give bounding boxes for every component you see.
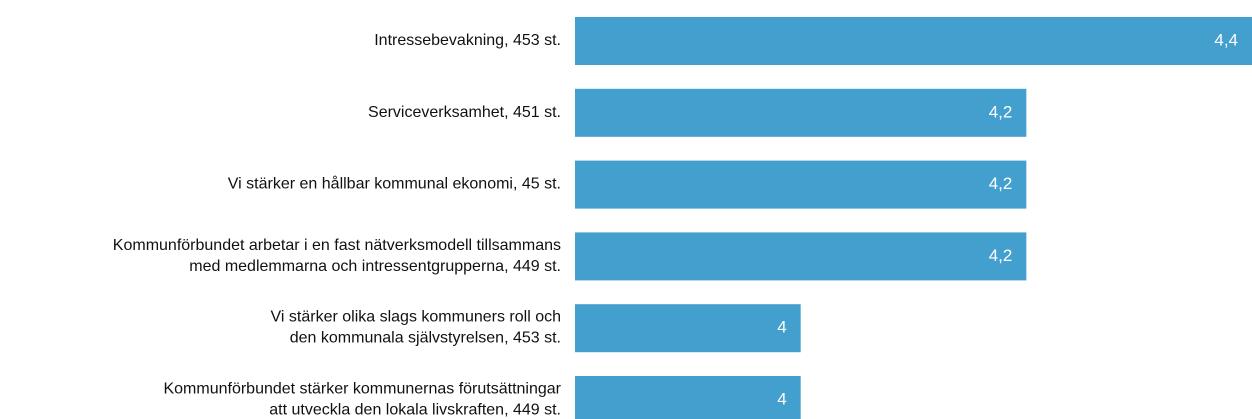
value-label: 4,2 <box>989 102 1013 121</box>
value-label: 4 <box>777 389 786 408</box>
category-label: Kommunförbundet stärker kommunernas föru… <box>163 381 561 419</box>
category-label: Intressebevakning, 453 st. <box>374 32 561 49</box>
category-label-line: Intressebevakning, 453 st. <box>374 32 561 49</box>
value-label: 4,4 <box>1214 30 1238 49</box>
category-label: Kommunförbundet arbetar i en fast nätver… <box>113 237 561 275</box>
value-label: 4,2 <box>989 246 1013 265</box>
bar <box>575 304 801 353</box>
bar <box>575 17 1252 65</box>
category-label-line: Kommunförbundet arbetar i en fast nätver… <box>113 237 561 254</box>
bar <box>575 376 801 419</box>
category-label-line: att utveckla den lokala livskraften, 449… <box>269 402 561 419</box>
category-label: Serviceverksamhet, 451 st. <box>368 104 561 121</box>
category-label-line: Serviceverksamhet, 451 st. <box>368 104 561 121</box>
bar <box>575 232 1027 281</box>
bar <box>575 160 1027 209</box>
value-label: 4,2 <box>989 174 1013 193</box>
category-label: Vi stärker en hållbar kommunal ekonomi, … <box>228 175 561 193</box>
category-label: Vi stärker olika slags kommuners roll oc… <box>271 309 561 347</box>
bar <box>575 88 1027 137</box>
category-label-line: med medlemmarna och intressentgrupperna,… <box>189 258 561 275</box>
category-label-line: den kommunala självstyrelsen, 453 st. <box>290 330 561 347</box>
category-label-line: Vi stärker en hållbar kommunal ekonomi, … <box>228 175 561 193</box>
value-label: 4 <box>777 318 786 337</box>
category-label-line: Kommunförbundet stärker kommunernas föru… <box>163 381 561 398</box>
category-label-line: Vi stärker olika slags kommuners roll oc… <box>271 309 561 326</box>
